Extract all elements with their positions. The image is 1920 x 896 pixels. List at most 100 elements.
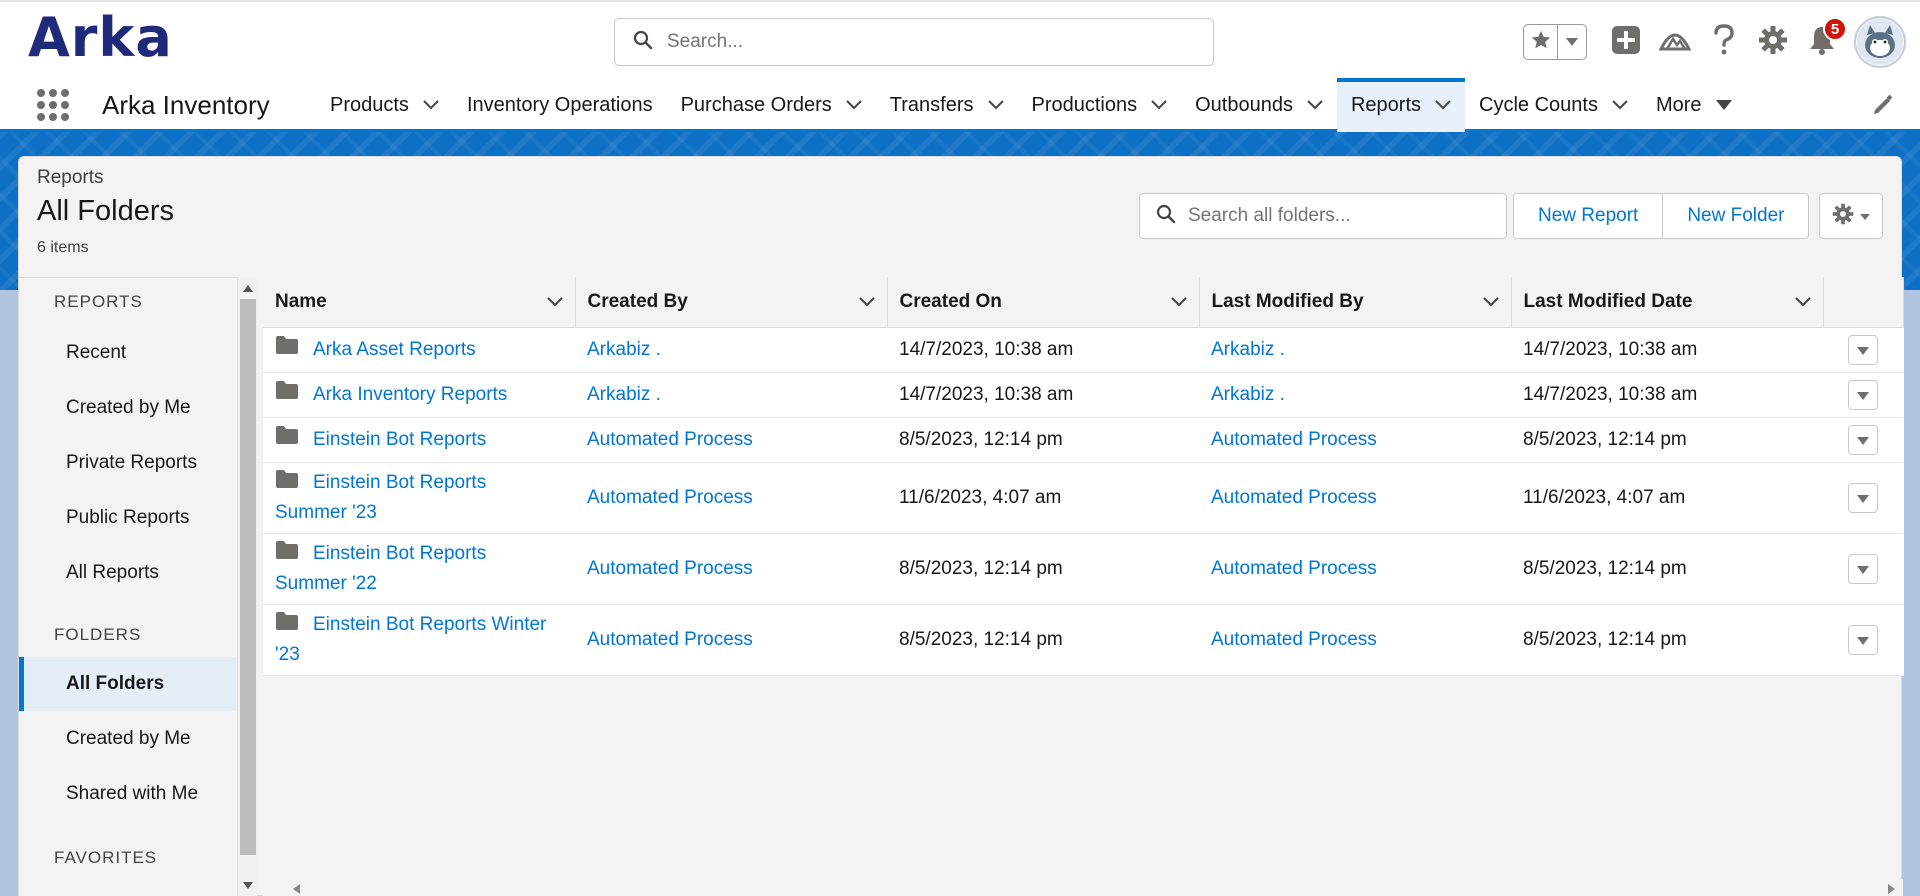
nav-tab-transfers[interactable]: Transfers — [876, 78, 1018, 132]
user-link[interactable]: Automated Process — [1211, 628, 1377, 650]
scroll-right-arrow[interactable] — [1888, 884, 1895, 894]
favorites-button[interactable] — [1524, 25, 1558, 59]
user-link[interactable]: Arkabiz . — [587, 338, 661, 360]
chevron-down-icon[interactable] — [987, 100, 1004, 110]
sidebar-item-reports-created-by-me[interactable]: Created by Me — [66, 397, 191, 418]
chevron-down-icon[interactable] — [546, 291, 563, 313]
gear-icon — [1832, 203, 1854, 230]
user-link[interactable]: Automated Process — [587, 486, 753, 508]
chevron-down-icon[interactable] — [1435, 100, 1451, 110]
row-actions-button[interactable] — [1848, 379, 1878, 410]
edit-nav-button[interactable] — [1872, 94, 1896, 118]
user-link[interactable]: Automated Process — [1211, 428, 1377, 450]
scroll-left-arrow[interactable] — [293, 884, 300, 894]
scrollbar-thumb[interactable] — [240, 299, 256, 855]
nav-tab-reports[interactable]: Reports — [1336, 78, 1466, 132]
search-icon — [633, 30, 653, 55]
chevron-down-icon[interactable] — [1307, 100, 1323, 110]
reports-panel: Reports All Folders 6 items New Report N… — [18, 156, 1904, 896]
user-link[interactable]: Automated Process — [1211, 486, 1377, 508]
folder-link[interactable]: Einstein Bot Reports Winter '23 — [275, 614, 547, 665]
user-avatar[interactable] — [1854, 16, 1906, 68]
nav-tabs: Products Inventory Operations Purchase O… — [316, 78, 1746, 132]
sidebar-heading-reports: REPORTS — [54, 292, 143, 311]
trailhead-button[interactable] — [1658, 25, 1692, 59]
chevron-down-icon[interactable] — [1151, 100, 1167, 110]
setup-button[interactable] — [1756, 25, 1790, 59]
nav-tab-cycle-counts[interactable]: Cycle Counts — [1465, 78, 1642, 132]
folder-search-input[interactable] — [1188, 205, 1506, 227]
row-actions-button[interactable] — [1848, 624, 1878, 655]
column-header-last-modified-date[interactable]: Last Modified Date — [1511, 277, 1824, 328]
user-link[interactable]: Automated Process — [587, 557, 753, 579]
scroll-up-arrow[interactable] — [243, 285, 253, 292]
user-link[interactable]: Arkabiz . — [1211, 338, 1285, 360]
cell-last-modified-by: Automated Process — [1199, 533, 1511, 605]
nav-tab-inventory-operations[interactable]: Inventory Operations — [453, 78, 667, 132]
sidebar-item-all-reports[interactable]: All Reports — [66, 562, 159, 583]
cell-name: Arka Inventory Reports — [263, 372, 575, 418]
global-actions-button[interactable] — [1609, 25, 1643, 59]
column-header-created-by[interactable]: Created By — [575, 277, 888, 328]
user-link[interactable]: Automated Process — [587, 628, 753, 650]
column-header-last-modified-by[interactable]: Last Modified By — [1199, 277, 1512, 328]
nav-tab-products[interactable]: Products — [316, 78, 453, 132]
chevron-down-icon[interactable] — [858, 291, 875, 313]
user-link[interactable]: Automated Process — [1211, 557, 1377, 579]
cell-created-on: 14/7/2023, 10:38 am — [887, 372, 1199, 418]
nav-tab-purchase-orders[interactable]: Purchase Orders — [667, 78, 876, 132]
column-header-created-on[interactable]: Created On — [887, 277, 1200, 328]
folder-link[interactable]: Arka Inventory Reports — [313, 383, 508, 405]
user-link[interactable]: Automated Process — [587, 428, 753, 450]
breadcrumb[interactable]: Reports — [37, 167, 104, 188]
row-actions-button[interactable] — [1848, 424, 1878, 455]
sidebar-item-shared-with-me[interactable]: Shared with Me — [66, 783, 199, 804]
plus-icon — [1611, 25, 1641, 60]
user-link[interactable]: Arkabiz . — [587, 383, 661, 405]
row-actions-button[interactable] — [1848, 553, 1878, 584]
chevron-down-icon[interactable] — [1612, 100, 1628, 110]
folder-link[interactable]: Einstein Bot Reports Summer '23 — [275, 472, 487, 523]
row-actions-button[interactable] — [1848, 334, 1878, 365]
cell-name: Einstein Bot Reports Summer '22 — [263, 533, 575, 605]
chevron-down-icon[interactable] — [423, 100, 439, 110]
nav-tab-productions[interactable]: Productions — [1018, 78, 1182, 132]
chevron-down-icon[interactable] — [1794, 291, 1811, 313]
user-link[interactable]: Arkabiz . — [1211, 383, 1285, 405]
folder-link[interactable]: Arka Asset Reports — [313, 338, 476, 360]
folder-icon — [275, 611, 299, 640]
table-horizontal-scrollbar[interactable] — [263, 879, 1903, 896]
sidebar-item-folders-created-by-me[interactable]: Created by Me — [66, 728, 191, 749]
column-header-actions — [1823, 277, 1904, 328]
sidebar-item-private-reports[interactable]: Private Reports — [66, 452, 197, 473]
nav-tab-outbounds[interactable]: Outbounds — [1181, 78, 1337, 132]
sidebar-item-public-reports[interactable]: Public Reports — [66, 507, 190, 528]
chevron-down-icon[interactable] — [846, 100, 862, 110]
cell-last-modified-by: Automated Process — [1199, 417, 1511, 463]
global-search-input[interactable] — [667, 31, 1187, 53]
favorites-menu-button[interactable] — [1558, 25, 1586, 59]
settings-menu-button[interactable] — [1819, 193, 1883, 239]
new-report-button[interactable]: New Report — [1514, 194, 1663, 238]
chevron-down-icon[interactable] — [1170, 291, 1187, 313]
arka-logo[interactable]: Arka — [28, 6, 173, 69]
sidebar-scrollbar[interactable] — [237, 277, 257, 896]
global-search-box[interactable] — [614, 18, 1214, 66]
caret-down-icon[interactable] — [1715, 100, 1732, 110]
sidebar-item-recent[interactable]: Recent — [66, 342, 127, 363]
help-button[interactable] — [1707, 23, 1741, 59]
row-actions-button[interactable] — [1848, 482, 1878, 513]
cell-created-on: 14/7/2023, 10:38 am — [887, 327, 1199, 373]
chevron-down-icon[interactable] — [1482, 291, 1499, 313]
folder-link[interactable]: Einstein Bot Reports Summer '22 — [275, 543, 487, 594]
notifications-button[interactable]: 5 — [1805, 17, 1847, 59]
sidebar-item-all-folders[interactable]: All Folders — [19, 657, 237, 711]
column-header-name[interactable]: Name — [263, 277, 576, 328]
app-launcher-button[interactable] — [36, 88, 70, 122]
nav-tab-more[interactable]: More — [1642, 78, 1746, 132]
new-folder-button[interactable]: New Folder — [1662, 194, 1809, 238]
caret-down-icon — [1857, 384, 1869, 406]
folder-search-box[interactable] — [1139, 193, 1507, 239]
scroll-down-arrow[interactable] — [243, 882, 253, 889]
folder-link[interactable]: Einstein Bot Reports — [313, 428, 487, 450]
